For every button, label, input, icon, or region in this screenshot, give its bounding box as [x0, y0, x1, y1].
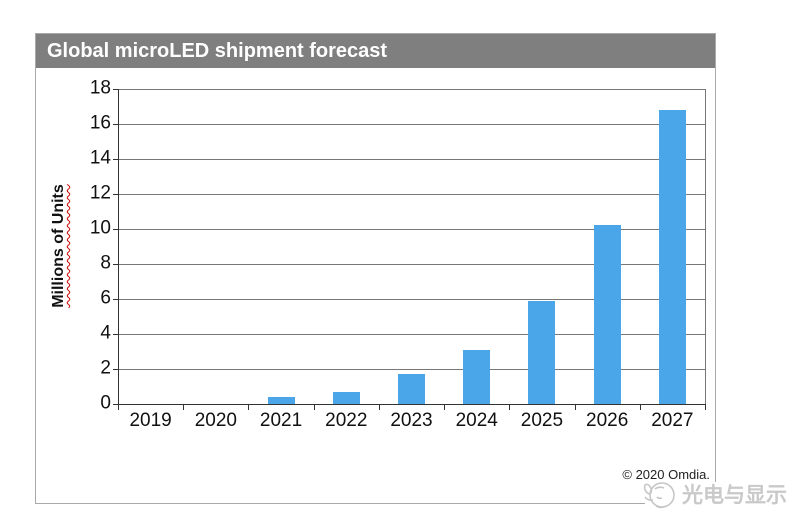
y-tick-mark — [113, 369, 118, 370]
x-axis-label-2021: 2021 — [259, 410, 303, 431]
y-tick-mark — [113, 159, 118, 160]
bar-2024 — [463, 350, 491, 404]
watermark-text: 光电与显示 — [682, 484, 787, 507]
mascot-logo-icon — [643, 482, 675, 509]
gridline-y12 — [118, 194, 705, 195]
x-axis-label-2023: 2023 — [390, 410, 433, 431]
plot-area — [113, 89, 706, 410]
bar-2021 — [267, 397, 295, 404]
y-axis-tick-label: 2 — [100, 357, 111, 379]
x-axis-label-2027: 2027 — [651, 410, 694, 431]
x-axis-label-2019: 2019 — [129, 410, 172, 431]
y-tick-mark — [113, 299, 118, 300]
y-axis-tick-label: 12 — [89, 182, 111, 204]
chart-title: Global microLED shipment forecast — [47, 40, 388, 62]
y-axis-tick-label: 18 — [89, 77, 111, 99]
y-axis-tick-label: 8 — [100, 252, 111, 274]
y-tick-mark — [113, 334, 118, 335]
gridline-y8 — [118, 264, 705, 265]
chart-frame: Global microLED shipment forecast Millio… — [35, 33, 716, 504]
x-tick-mark — [705, 405, 706, 410]
bar-2025 — [528, 301, 556, 404]
y-axis-tick-label: 0 — [100, 392, 111, 414]
x-tick-mark — [574, 405, 576, 410]
watermark: 光电与显示 — [641, 475, 787, 513]
x-tick-mark — [118, 405, 119, 410]
bar-2022 — [332, 392, 360, 404]
bar-2026 — [593, 225, 621, 404]
y-axis-tick-label: 6 — [100, 287, 111, 309]
y-axis-title: Millions of Units — [50, 184, 67, 308]
y-axis-line — [118, 89, 119, 405]
copyright-text: © 2020 Omdia. — [622, 467, 710, 482]
x-tick-mark — [509, 405, 511, 410]
gridline-y4 — [118, 334, 705, 335]
gridline-y16 — [118, 124, 705, 125]
x-axis-label-2025: 2025 — [520, 410, 564, 431]
gridline-y14 — [118, 159, 705, 160]
x-axis-label-2026: 2026 — [586, 410, 629, 431]
x-axis-label-2022: 2022 — [325, 410, 368, 431]
y-axis-tick-label: 10 — [89, 217, 111, 239]
chart-title-bar: Global microLED shipment forecast — [36, 34, 715, 68]
y-axis-tick-label: 16 — [89, 112, 111, 134]
bar-2023 — [398, 374, 425, 404]
plot-right-border — [705, 89, 706, 404]
gridline-y6 — [118, 299, 705, 300]
x-tick-mark — [248, 405, 250, 410]
y-tick-mark — [113, 194, 118, 195]
gridline-y10 — [118, 229, 705, 230]
y-axis-tick-label: 14 — [89, 147, 111, 169]
x-tick-mark — [183, 405, 185, 410]
bar-2027 — [658, 110, 686, 404]
x-tick-mark — [313, 405, 315, 410]
x-tick-mark — [444, 405, 446, 410]
x-axis-line — [118, 404, 706, 405]
y-tick-mark — [113, 124, 118, 125]
y-tick-mark — [113, 264, 118, 265]
gridline-y2 — [118, 369, 705, 370]
x-tick-mark — [378, 405, 380, 410]
x-axis-label-2024: 2024 — [455, 410, 498, 431]
gridline-y18 — [118, 89, 705, 90]
y-tick-mark — [113, 229, 118, 230]
y-tick-mark — [113, 404, 118, 405]
y-axis-tick-label: 4 — [100, 322, 111, 344]
x-axis-label-2020: 2020 — [194, 410, 237, 431]
y-tick-mark — [113, 89, 118, 90]
x-tick-mark — [639, 405, 641, 410]
